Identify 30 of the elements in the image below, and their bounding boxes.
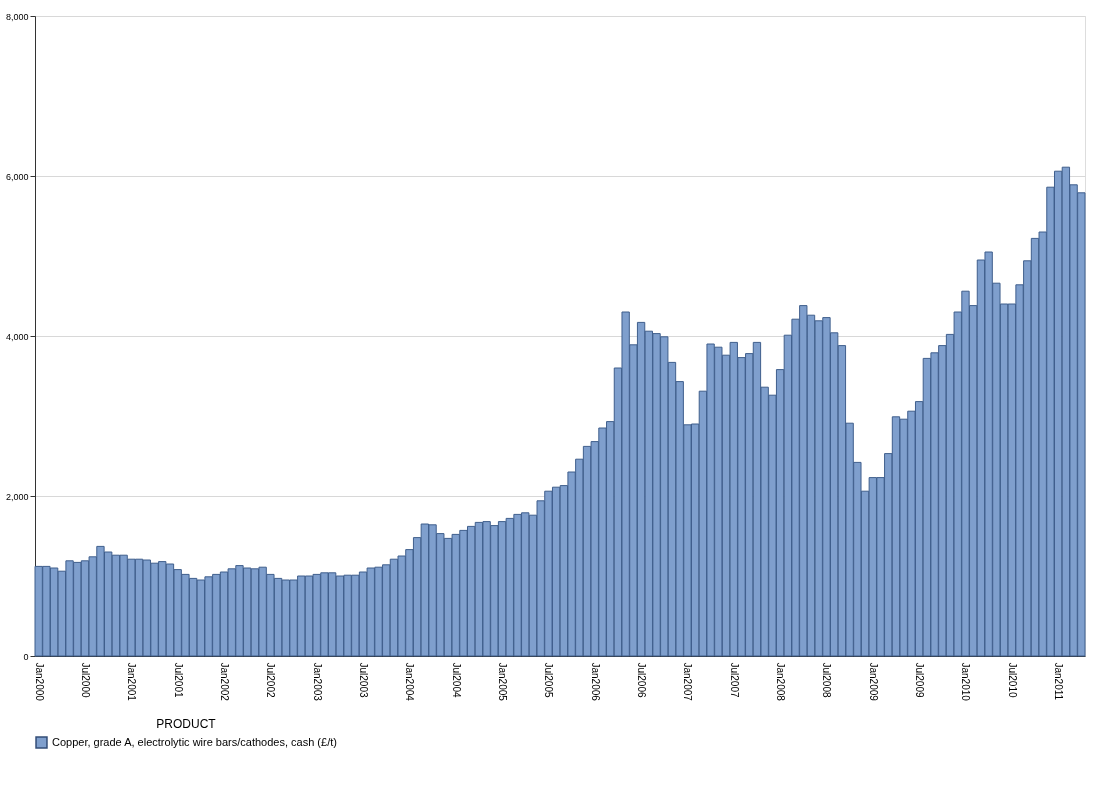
x-tick-label: Jan2002 <box>219 662 231 702</box>
x-tick-label: Jul2003 <box>358 662 370 698</box>
x-tick-label: Jan2011 <box>1053 662 1065 701</box>
x-tick-label: Jul2000 <box>80 662 92 698</box>
x-tick-label: Jan2003 <box>311 662 323 702</box>
y-tick-label: 2,000 <box>5 491 29 502</box>
x-tick-label: Jul2006 <box>636 662 648 698</box>
x-tick-label: Jul2005 <box>543 662 555 698</box>
x-tick-label: Jan2005 <box>497 662 509 702</box>
x-tick-label: Jul2008 <box>821 662 833 698</box>
x-tick-label: Jan2004 <box>404 662 416 702</box>
x-tick-label: Jul2007 <box>728 662 740 698</box>
x-tick-label: Jan2000 <box>33 662 45 702</box>
legend-label: Copper, grade A, electrolytic wire bars/cathodes, cash (£/t) <box>52 735 337 748</box>
x-tick-label: Jul2002 <box>265 662 277 698</box>
legend-title: PRODUCT <box>156 717 217 731</box>
x-tick-label: Jan2009 <box>867 662 879 702</box>
y-tick-label: 4,000 <box>5 331 29 342</box>
y-tick-label: 0 <box>23 651 29 662</box>
x-tick-label: Jul2004 <box>450 662 462 698</box>
x-tick-label: Jan2006 <box>589 662 601 702</box>
x-tick-label: Jan2010 <box>960 662 972 702</box>
x-tick-label: Jan2007 <box>682 662 694 702</box>
x-tick-label: Jan2008 <box>775 662 787 702</box>
x-tick-label: Jul2001 <box>172 662 184 698</box>
x-tick-label: Jul2009 <box>914 662 926 698</box>
x-tick-label: Jul2010 <box>1006 662 1018 698</box>
y-tick-label: 8,000 <box>5 11 29 22</box>
x-tick-label: Jan2001 <box>126 662 138 702</box>
y-tick-label: 6,000 <box>5 171 29 182</box>
